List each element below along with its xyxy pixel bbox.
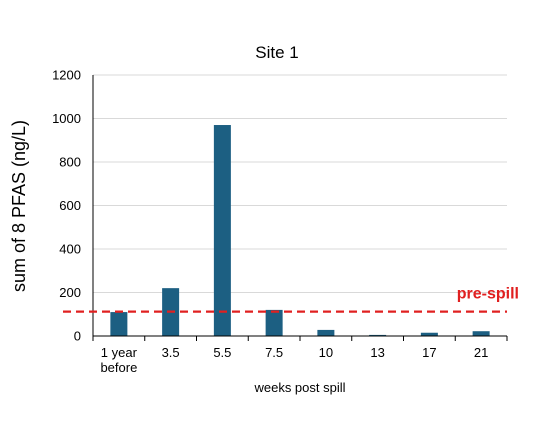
grid-lines: [93, 74, 507, 293]
x-tick-label: 5.5: [213, 345, 231, 360]
bars: [110, 125, 490, 337]
x-tick-label: before: [100, 360, 137, 375]
reference-line-label: pre-spill: [457, 286, 519, 303]
y-tick-label: 0: [74, 329, 81, 344]
x-tick-label: 17: [422, 345, 436, 360]
y-tick-label: 800: [59, 155, 81, 170]
y-tick-label: 400: [59, 242, 81, 257]
bar: [369, 334, 387, 336]
y-tick-label: 1000: [52, 111, 81, 126]
y-axis-label: sum of 8 PFAS (ng/L): [9, 120, 29, 292]
y-tick-label: 200: [59, 285, 81, 300]
reference-line-group: pre-spill: [63, 286, 519, 313]
bar: [420, 332, 438, 336]
x-tick-label: 3.5: [162, 345, 180, 360]
x-tick-label: 7.5: [265, 345, 283, 360]
bar: [213, 125, 231, 337]
bar: [265, 309, 283, 336]
x-tick-label: 21: [474, 345, 488, 360]
y-tick-label: 1200: [52, 68, 81, 83]
y-tick-label: 600: [59, 198, 81, 213]
chart-title: Site 1: [255, 43, 298, 62]
bar: [110, 312, 128, 336]
x-tick-label: 10: [319, 345, 333, 360]
bar: [472, 331, 490, 336]
x-axis-label: weeks post spill: [253, 380, 345, 395]
x-tick-label: 13: [370, 345, 384, 360]
bar: [317, 329, 335, 336]
x-tick-label: 1 year: [101, 345, 138, 360]
